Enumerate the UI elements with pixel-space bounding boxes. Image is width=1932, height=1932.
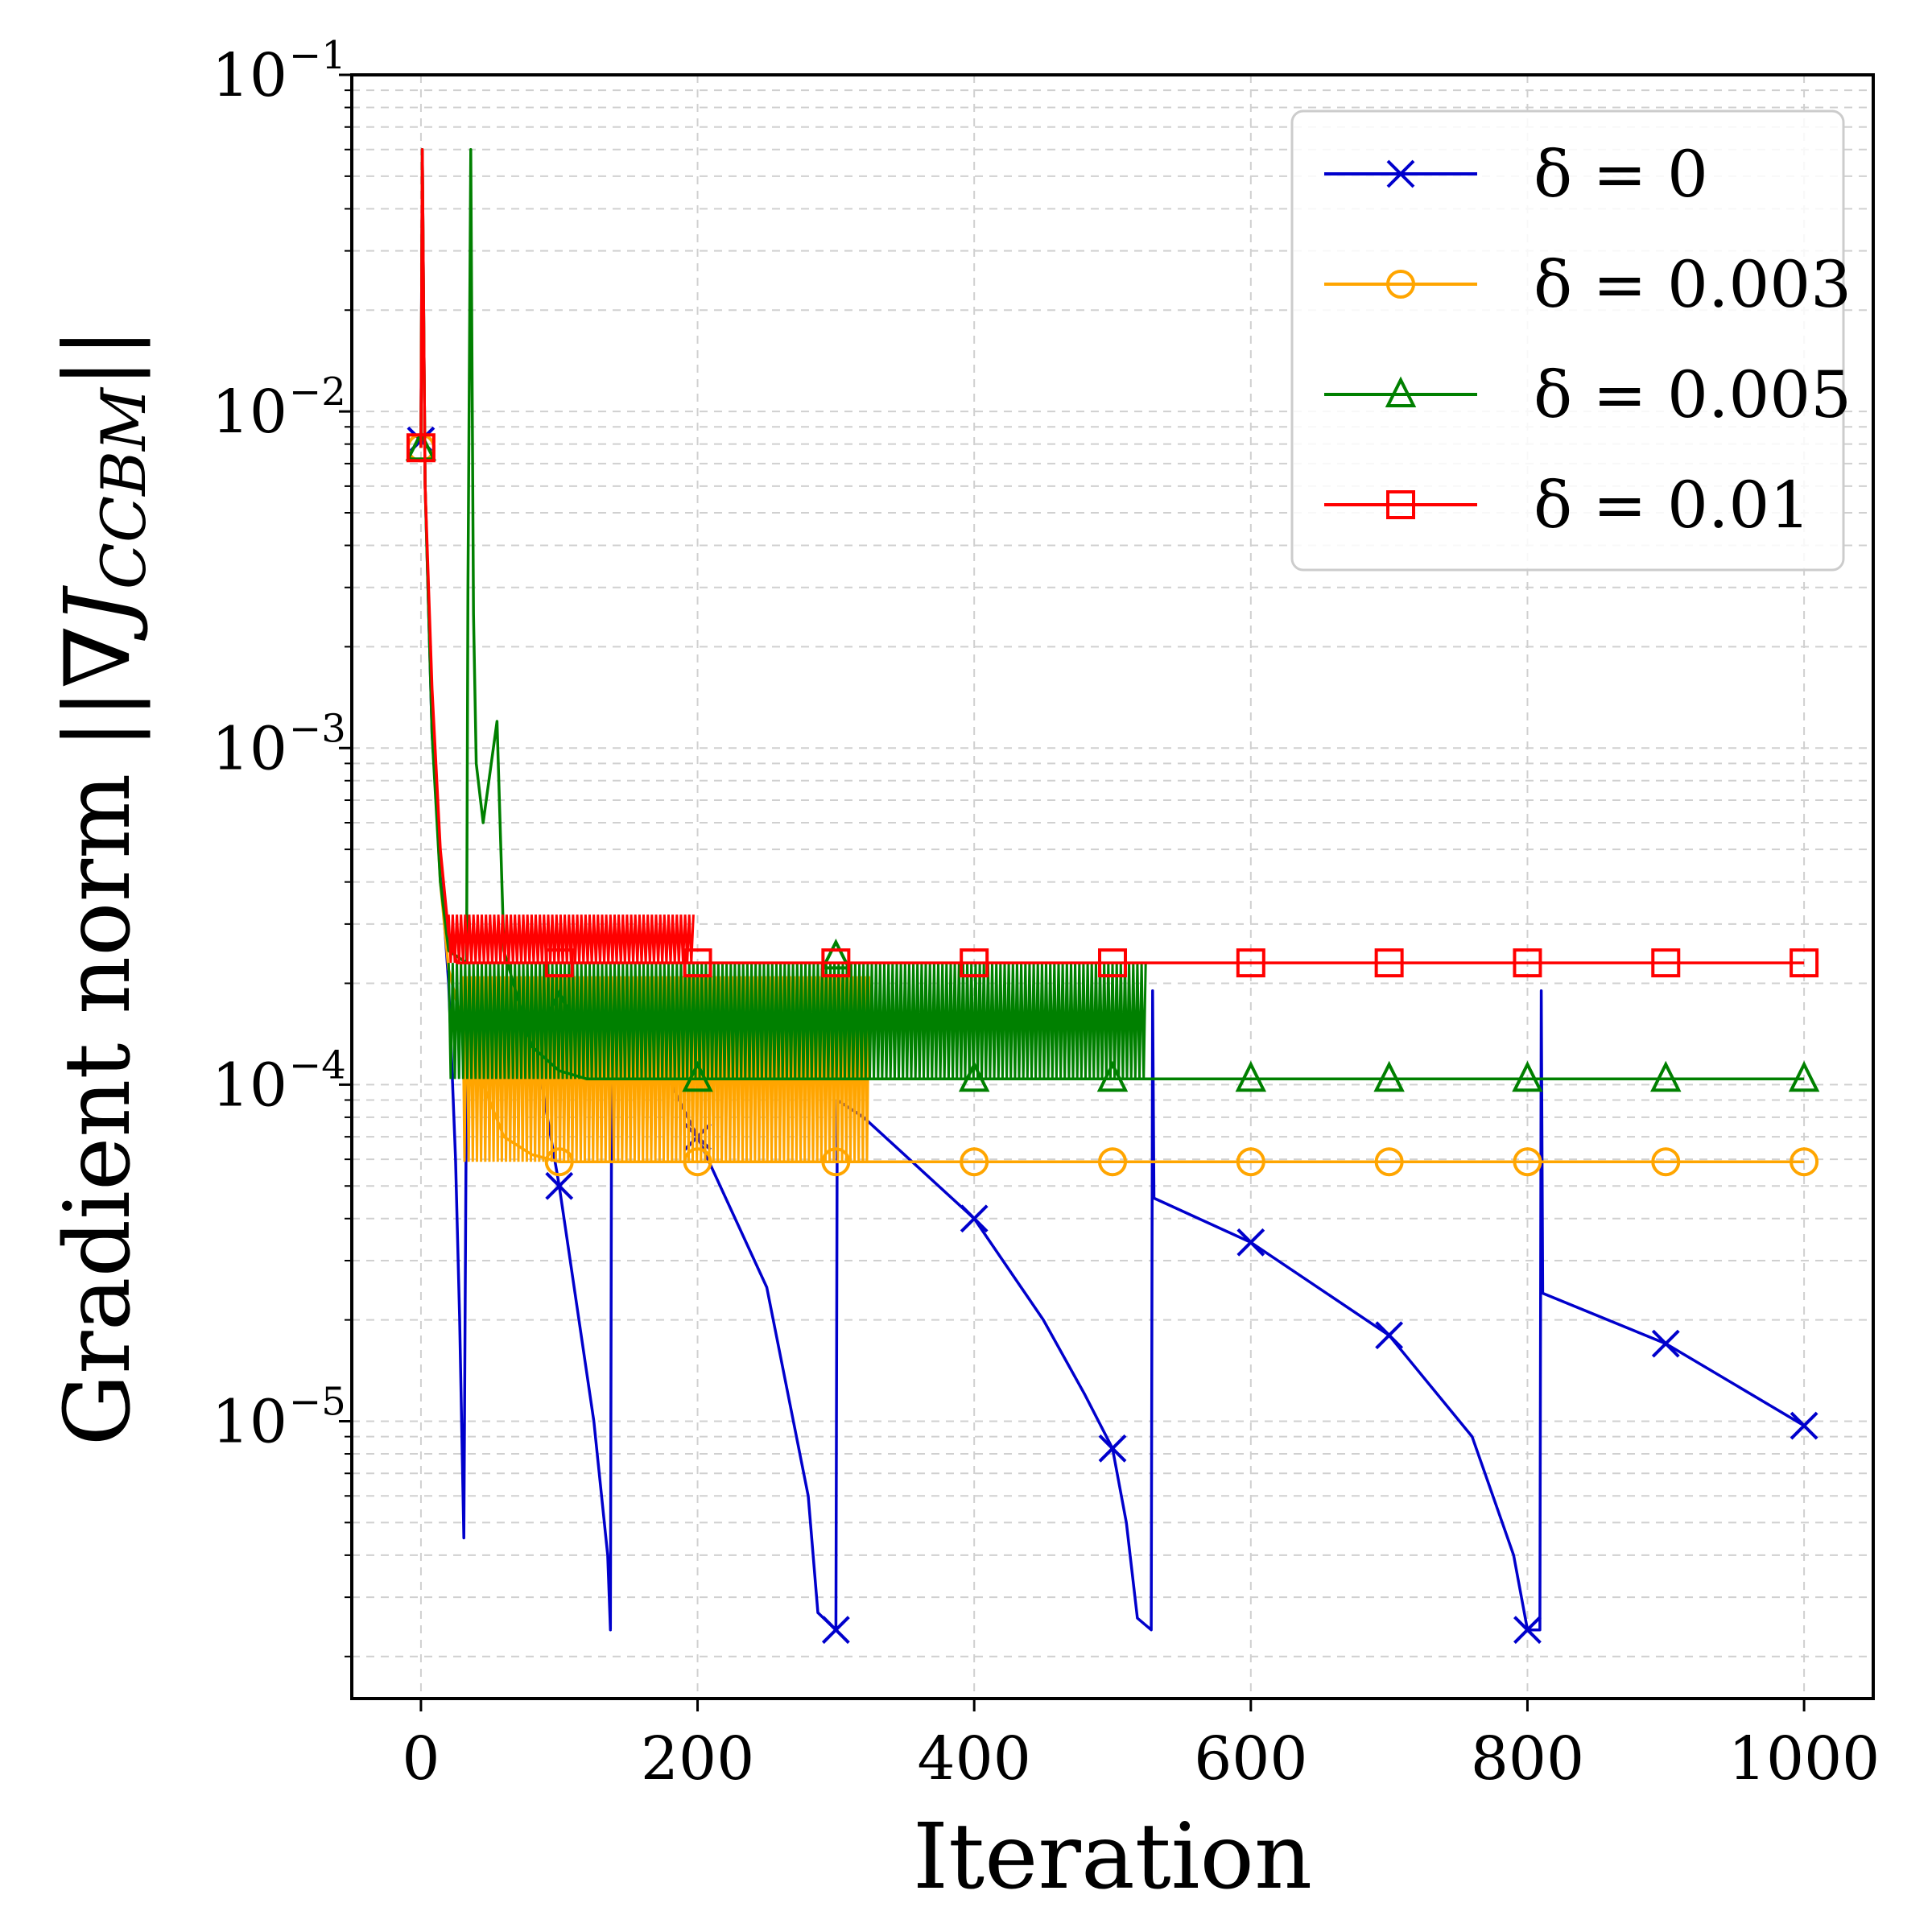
legend-swatch-marker (1386, 270, 1415, 299)
series-marker (1236, 948, 1265, 978)
y-tick-label-exponent: −3 (289, 706, 346, 751)
series-marker (958, 1060, 990, 1092)
series-marker (544, 1147, 574, 1177)
series-marker (1651, 1147, 1681, 1177)
series-marker (1513, 1616, 1542, 1645)
series-marker (820, 938, 852, 970)
series-marker (821, 1616, 850, 1645)
series-marker (821, 948, 851, 978)
series-line (419, 148, 1805, 1632)
legend-label: δ = 0.003 (1534, 247, 1852, 322)
x-tick-label: 800 (1471, 1724, 1584, 1794)
series-marker-stroke (1790, 1411, 1818, 1440)
series-marker (1235, 1060, 1267, 1092)
series-marker-stroke (1513, 1616, 1542, 1645)
legend-entry: δ = 0.003 (1324, 247, 1852, 322)
y-tick-label-base: 10 (212, 378, 287, 447)
x-tick-label: 0 (402, 1724, 440, 1794)
legend-label: δ = 0.01 (1534, 468, 1810, 543)
series-marker (1790, 948, 1819, 978)
series-marker (960, 948, 989, 978)
series-marker-stroke (960, 1204, 989, 1233)
series-marker (544, 948, 574, 978)
y-axis-title-text: Gradient norm (46, 774, 151, 1447)
x-tick-label: 600 (1194, 1724, 1307, 1794)
series-marker (683, 948, 712, 978)
y-tick-label-base: 10 (212, 1051, 287, 1120)
series-marker (1651, 1329, 1680, 1358)
x-tick-label: 200 (641, 1724, 754, 1794)
plot-frame (350, 73, 1875, 1700)
y-tick-label-exponent: −4 (289, 1042, 346, 1088)
series-marker-stroke (545, 1171, 574, 1200)
series-marker-stroke (1375, 1321, 1404, 1350)
series-marker-stroke (821, 1616, 850, 1645)
legend-swatch-marker (1385, 376, 1417, 407)
plot-series (405, 148, 1820, 1645)
y-tick-label-base: 10 (212, 41, 287, 110)
series-marker (406, 433, 436, 463)
series-marker (1098, 1147, 1127, 1177)
series-marker (1236, 1147, 1265, 1177)
legend-swatch-marker (1386, 159, 1415, 188)
legend-box (1290, 109, 1845, 572)
series-marker (1098, 948, 1127, 978)
y-axis-title-subscript: CCBM (88, 386, 159, 589)
series-marker (1651, 948, 1681, 978)
series-marker (1374, 1147, 1404, 1177)
series-marker (1790, 1147, 1819, 1177)
series-marker (821, 1147, 851, 1177)
legend-label: δ = 0.005 (1534, 357, 1852, 432)
series-line (419, 148, 1805, 964)
series-marker (1788, 1060, 1820, 1092)
series-0 (407, 148, 1818, 1645)
series-marker-stroke (1651, 1329, 1680, 1358)
series-marker (1513, 1147, 1542, 1177)
legend-entry: δ = 0 (1324, 137, 1708, 212)
y-tick-label-exponent: −5 (289, 1380, 346, 1425)
series-marker (1790, 1411, 1818, 1440)
legend-label: δ = 0 (1534, 137, 1708, 212)
series-line (419, 148, 1805, 1081)
x-tick-label: 1000 (1728, 1724, 1880, 1794)
series-marker (1512, 1060, 1543, 1092)
series-marker (1098, 1434, 1127, 1463)
x-axis-title: Iteration (913, 1805, 1312, 1909)
x-tick-label: 400 (918, 1724, 1031, 1794)
series-marker (543, 989, 575, 1021)
series-marker (960, 1204, 989, 1233)
y-axis-title: Gradient norm||∇JCCBM|| (46, 328, 159, 1447)
series-marker (1236, 1228, 1265, 1257)
series-marker (682, 1060, 713, 1092)
series-marker (545, 1171, 574, 1200)
legend-swatch-marker (1386, 490, 1415, 519)
series-marker (960, 1147, 989, 1177)
y-tick-label-exponent: −2 (289, 369, 346, 415)
legend-swatch-marker-stroke (1386, 159, 1415, 188)
series-marker (1513, 948, 1542, 978)
series-marker (1650, 1060, 1682, 1092)
series-marker (1374, 948, 1404, 978)
legend-entry: δ = 0.005 (1324, 357, 1852, 432)
series-marker (683, 1147, 712, 1177)
series-3 (406, 148, 1819, 978)
series-marker (1096, 1060, 1129, 1092)
y-tick-label-exponent: −1 (289, 33, 346, 78)
y-tick-label-base: 10 (212, 714, 287, 783)
series-marker (1373, 1060, 1405, 1092)
series-marker-stroke (1236, 1228, 1265, 1257)
series-marker (1375, 1321, 1404, 1350)
series-marker-stroke (1098, 1434, 1127, 1463)
y-tick-label-base: 10 (212, 1388, 287, 1457)
legend: δ = 0 δ = 0.003 δ = 0.005 δ = 0.01 (1290, 109, 1852, 572)
y-axis-title-math-suffix: || (46, 328, 151, 388)
y-axis-title-math-prefix: ||∇ (46, 625, 151, 749)
legend-entry: δ = 0.01 (1324, 468, 1810, 543)
